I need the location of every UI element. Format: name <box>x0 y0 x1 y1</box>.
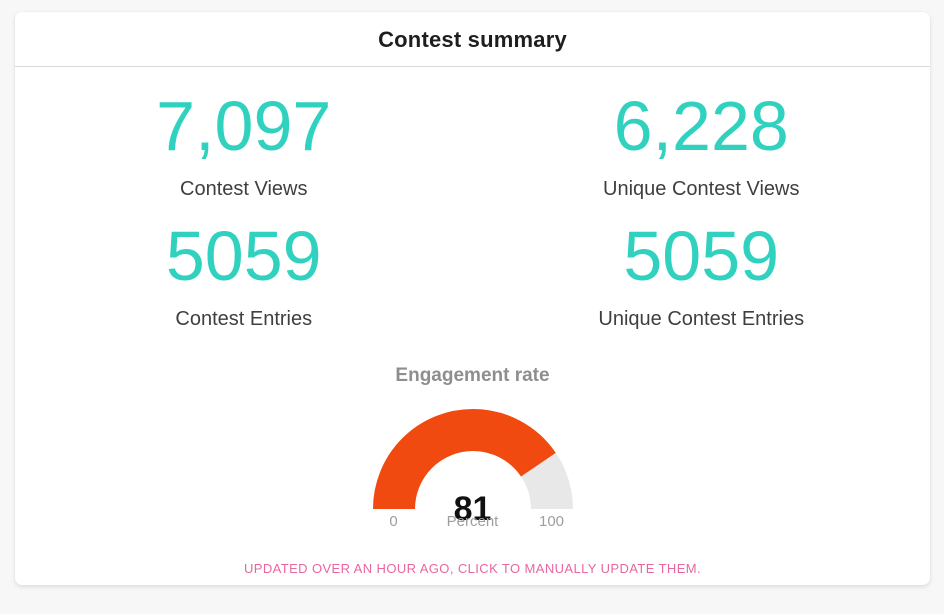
card-footer: UPDATED OVER AN HOUR AGO, CLICK TO MANUA… <box>15 560 930 578</box>
stat-value: 6,228 <box>613 87 789 165</box>
contest-summary-card: Contest summary 7,097 Contest Views 6,22… <box>15 12 930 585</box>
stat-contest-views: 7,097 Contest Views <box>15 67 473 201</box>
stat-value: 5059 <box>623 217 780 295</box>
gauge-title: Engagement rate <box>395 365 550 386</box>
stats-grid: 7,097 Contest Views 6,228 Unique Contest… <box>15 67 930 331</box>
gauge-max-label: 100 <box>538 513 565 530</box>
gauge-labels: 0 Percent 100 <box>373 513 573 533</box>
engagement-rate-section: Engagement rate 81 0 Percent 100 <box>15 365 930 533</box>
stat-label: Contest Views <box>180 178 308 200</box>
engagement-gauge: 81 0 Percent 100 <box>372 409 573 533</box>
stat-value: 7,097 <box>156 87 332 165</box>
stat-contest-entries: 5059 Contest Entries <box>15 201 473 331</box>
stat-unique-contest-entries: 5059 Unique Contest Entries <box>473 201 931 331</box>
stat-label: Unique Contest Views <box>603 178 800 200</box>
gauge-min-label: 0 <box>389 513 398 530</box>
manual-update-link[interactable]: UPDATED OVER AN HOUR AGO, CLICK TO MANUA… <box>243 561 702 576</box>
page-title: Contest summary <box>378 27 567 52</box>
stat-value: 5059 <box>165 217 322 295</box>
gauge-value: 81 <box>453 490 492 528</box>
gauge-unit-label: Percent <box>446 513 499 530</box>
stat-label: Unique Contest Entries <box>598 308 805 330</box>
card-header: Contest summary <box>15 12 930 67</box>
stat-unique-contest-views: 6,228 Unique Contest Views <box>473 67 931 201</box>
gauge-chart-icon <box>372 409 573 510</box>
gauge-value-arc <box>372 409 573 510</box>
stat-label: Contest Entries <box>175 308 313 330</box>
